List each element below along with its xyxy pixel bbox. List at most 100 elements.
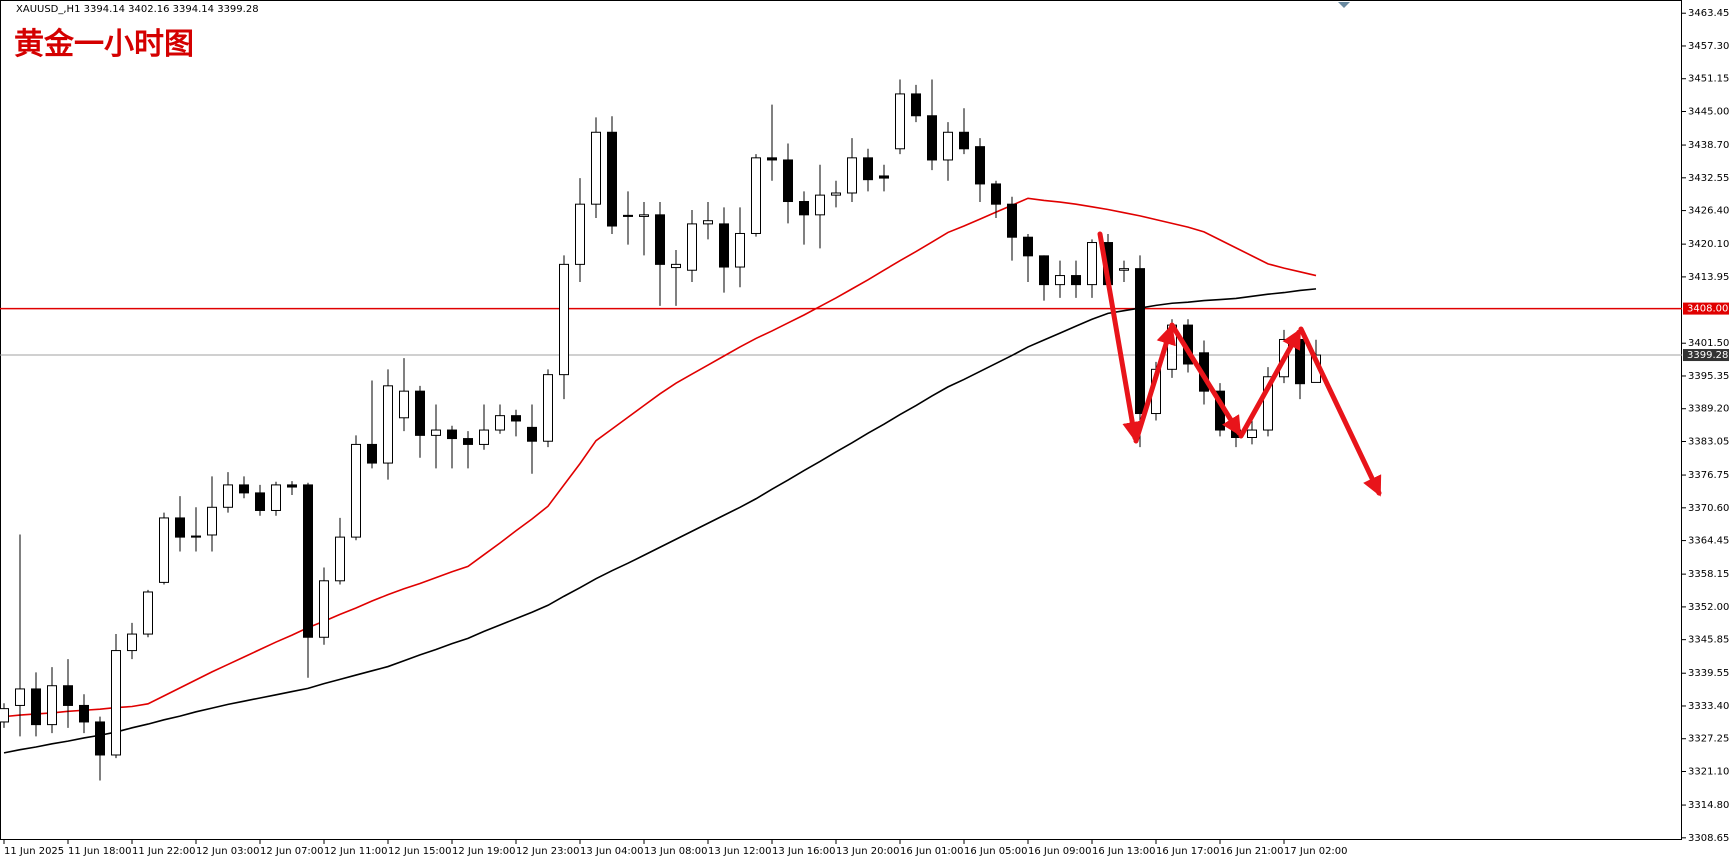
- price-label-box: [1683, 302, 1729, 315]
- candle-body: [607, 131, 617, 227]
- candle-body: [623, 214, 633, 217]
- candle-body: [1071, 275, 1081, 286]
- candle-body: [447, 429, 457, 440]
- candle-body: [159, 517, 169, 583]
- y-tick-label: 3420.10: [1688, 239, 1729, 250]
- x-tick-label: 12 Jun 07:00: [260, 846, 324, 857]
- candle-body: [95, 721, 105, 756]
- candle-body: [1119, 268, 1129, 271]
- y-tick-label: 3333.40: [1688, 701, 1729, 712]
- candle-body: [927, 115, 937, 161]
- candle-body: [655, 214, 665, 265]
- y-tick-label: 3426.40: [1688, 206, 1729, 217]
- candle-body: [687, 223, 697, 271]
- x-tick-label: 11 Jun 18:00: [68, 846, 132, 857]
- x-tick-label: 16 Jun 13:00: [1092, 846, 1156, 857]
- candle-body: [527, 426, 537, 442]
- arrow: [1097, 231, 1143, 442]
- x-tick-label: 13 Jun 12:00: [708, 846, 772, 857]
- y-tick-label: 3314.80: [1688, 800, 1729, 811]
- candle-body: [1023, 236, 1033, 257]
- x-tick-label: 16 Jun 21:00: [1220, 846, 1284, 857]
- candle-body: [559, 263, 569, 376]
- candle-body: [671, 263, 681, 269]
- candle-body: [575, 203, 585, 265]
- arrow: [1133, 324, 1176, 444]
- candle-body: [319, 580, 329, 638]
- x-tick-label: 12 Jun 23:00: [516, 846, 580, 857]
- candle-body: [175, 517, 185, 538]
- candle-body: [783, 159, 793, 203]
- candle-body: [847, 157, 857, 194]
- annotation-arrows: [1097, 231, 1382, 497]
- candle-body: [335, 536, 345, 582]
- candle-body: [959, 131, 969, 150]
- candle-body: [223, 484, 233, 508]
- candle-body: [303, 484, 313, 638]
- candle-body: [1247, 429, 1257, 438]
- candle-body: [975, 146, 985, 185]
- candle-body: [463, 438, 473, 445]
- candle-body: [1007, 203, 1017, 238]
- arrow: [1169, 322, 1242, 437]
- candle-body: [511, 415, 521, 422]
- moving-average: [3, 197, 1317, 718]
- y-tick-label: 3432.55: [1688, 173, 1729, 184]
- y-tick-label: 3358.15: [1688, 569, 1729, 580]
- candle-body: [863, 157, 873, 181]
- candle-body: [351, 443, 361, 538]
- y-tick-label: 3345.85: [1688, 635, 1729, 646]
- shift-marker: [1338, 2, 1350, 8]
- arrow: [1238, 328, 1302, 439]
- candle-body: [207, 506, 217, 536]
- candle-body: [639, 214, 649, 217]
- y-tick-label: 3401.50: [1688, 338, 1729, 349]
- moving-average: [3, 288, 1317, 754]
- candle-body: [1055, 275, 1065, 286]
- candle-body: [239, 484, 249, 494]
- x-tick-label: 13 Jun 04:00: [580, 846, 644, 857]
- candle-body: [495, 415, 505, 431]
- candle-body: [287, 484, 297, 488]
- candle-body: [799, 201, 809, 216]
- y-tick-label: 3389.20: [1688, 404, 1729, 415]
- y-tick-label: 3339.55: [1688, 668, 1729, 679]
- candle-body: [111, 650, 121, 756]
- candle-body: [399, 390, 409, 419]
- x-tick-label: 16 Jun 09:00: [1028, 846, 1092, 857]
- candle-body: [367, 443, 377, 464]
- candle-body: [143, 591, 153, 635]
- candle-body: [751, 157, 761, 234]
- candle-body: [543, 374, 553, 442]
- candle-body: [735, 232, 745, 268]
- y-tick-label: 3438.70: [1688, 140, 1729, 151]
- x-tick-label: 12 Jun 11:00: [324, 846, 388, 857]
- y-tick-label: 3370.60: [1688, 503, 1729, 514]
- x-tick-label: 16 Jun 05:00: [964, 846, 1028, 857]
- candle-body: [879, 175, 889, 179]
- price-label: 3399.28: [1687, 350, 1728, 361]
- candle-body: [0, 708, 9, 723]
- candle-body: [943, 131, 953, 161]
- candle-body: [719, 223, 729, 268]
- candle-body: [415, 390, 425, 436]
- x-tick-label: 12 Jun 03:00: [196, 846, 260, 857]
- candle-body: [1263, 376, 1273, 431]
- x-tick-label: 11 Jun 22:00: [132, 846, 196, 857]
- y-tick-label: 3445.00: [1688, 106, 1729, 117]
- x-tick-label: 11 Jun 2025: [4, 846, 64, 857]
- plot-frame: [0, 0, 1682, 840]
- price-label: 3408.00: [1687, 304, 1728, 315]
- y-tick-label: 3364.45: [1688, 536, 1729, 547]
- candle-body: [1295, 338, 1305, 385]
- header: XAUUSD_,H1 3394.14 3402.16 3394.14 3399.…: [16, 4, 259, 15]
- candle-body: [767, 157, 777, 161]
- y-tick-label: 3376.75: [1688, 470, 1729, 481]
- candle-body: [479, 429, 489, 445]
- candle-body: [127, 633, 137, 652]
- x-tick-label: 16 Jun 01:00: [900, 846, 964, 857]
- y-tick-label: 3352.00: [1688, 602, 1729, 613]
- x-tick-label: 12 Jun 15:00: [388, 846, 452, 857]
- y-tick-label: 3463.45: [1688, 8, 1729, 19]
